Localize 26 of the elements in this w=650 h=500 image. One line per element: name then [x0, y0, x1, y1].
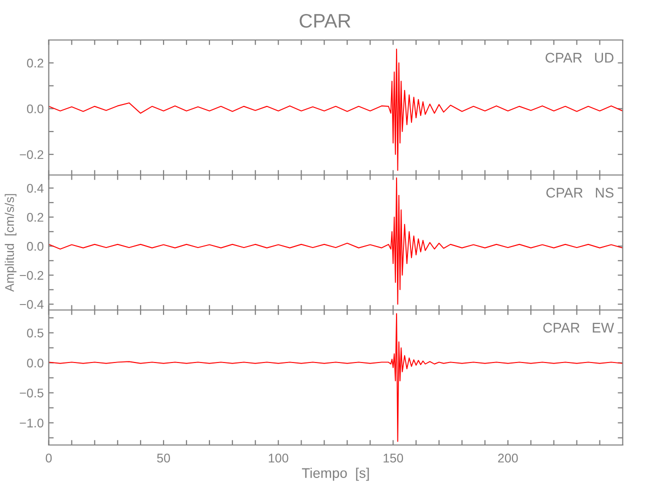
line-series: [48, 313, 623, 442]
y-tick-label: −0.2: [20, 150, 44, 160]
annotation: CPAR UD: [546, 52, 614, 63]
chart-title: CPAR: [300, 14, 350, 28]
line-series: [48, 48, 623, 171]
y-axis-title: Amplitud [cm/s/s]: [4, 194, 16, 292]
y-tick-label: −0.5: [20, 388, 44, 398]
y-tick-label: −0.2: [20, 270, 44, 280]
y-tick-label: 0.5: [27, 328, 44, 338]
y-tick-label: 0.2: [27, 58, 44, 68]
x-tick-label: 50: [157, 454, 170, 463]
y-tick-label: 0.2: [27, 212, 44, 222]
x-tick-label: 100: [268, 454, 288, 463]
annotation: CPAR EW: [543, 322, 614, 333]
x-axis-title: Tiempo [s]: [302, 468, 369, 481]
x-tick-label: 200: [498, 454, 518, 463]
annotation: CPAR NS: [546, 188, 614, 198]
line-series: [48, 177, 623, 305]
x-tick-label: 0: [46, 454, 52, 463]
y-tick-label: 0.0: [27, 358, 44, 368]
y-tick-label: −1.0: [20, 418, 44, 428]
y-tick-label: 0.4: [27, 184, 44, 193]
x-tick-label: 150: [384, 454, 404, 463]
y-tick-label: 0.0: [27, 104, 44, 114]
y-tick-label: −0.4: [20, 300, 44, 309]
y-tick-label: 0.0: [27, 242, 44, 251]
